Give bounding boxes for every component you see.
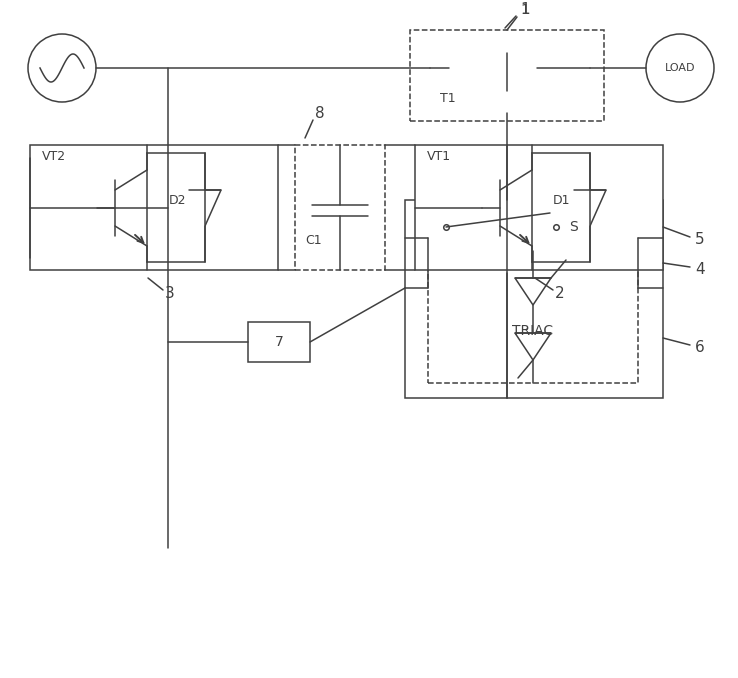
Text: 2: 2 — [555, 285, 565, 300]
Text: TRIAC: TRIAC — [512, 324, 554, 338]
Bar — [428, 206, 638, 248]
Text: C1: C1 — [305, 233, 322, 247]
Text: 3: 3 — [165, 285, 175, 300]
Text: 7: 7 — [275, 335, 283, 349]
Text: D1: D1 — [554, 193, 570, 207]
Bar — [295, 145, 385, 270]
Bar — [405, 200, 663, 398]
Bar — [418, 38, 596, 113]
Bar — [532, 153, 590, 262]
Text: VT2: VT2 — [42, 151, 66, 163]
Bar — [428, 251, 638, 383]
Text: 6: 6 — [695, 340, 705, 355]
Text: 4: 4 — [695, 262, 705, 277]
Bar — [248, 322, 310, 362]
Bar — [415, 145, 663, 270]
Text: S: S — [568, 220, 577, 234]
Bar — [30, 145, 278, 270]
Text: 5: 5 — [695, 233, 705, 247]
Text: 1: 1 — [520, 3, 529, 17]
Text: 8: 8 — [315, 106, 325, 121]
Text: LOAD: LOAD — [665, 63, 695, 73]
Bar — [410, 30, 604, 121]
Text: T1: T1 — [440, 92, 455, 104]
Text: 1: 1 — [520, 3, 530, 18]
Text: D2: D2 — [168, 193, 186, 207]
Bar — [147, 153, 205, 262]
Text: VT1: VT1 — [427, 151, 451, 163]
